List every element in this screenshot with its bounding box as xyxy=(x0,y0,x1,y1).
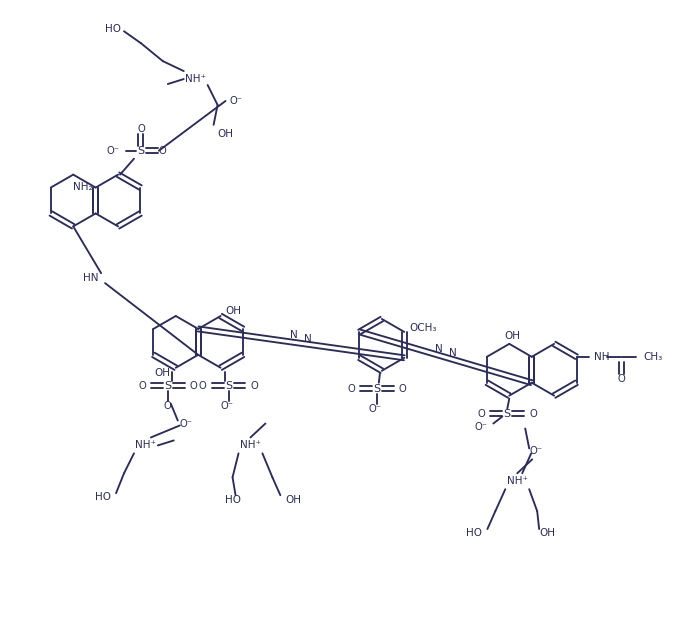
Text: HO: HO xyxy=(466,528,482,538)
Text: NH⁺: NH⁺ xyxy=(240,440,261,450)
Text: HO: HO xyxy=(224,495,240,505)
Text: NH₂: NH₂ xyxy=(73,182,93,192)
Text: O: O xyxy=(159,145,167,155)
Text: O⁻: O⁻ xyxy=(368,404,382,414)
Text: O⁻: O⁻ xyxy=(220,401,233,411)
Text: OH: OH xyxy=(285,495,301,505)
Text: N: N xyxy=(290,330,298,340)
Text: O: O xyxy=(199,381,207,391)
Text: NH: NH xyxy=(594,352,610,362)
Text: HO: HO xyxy=(95,492,111,502)
Text: O: O xyxy=(137,124,145,134)
Text: S: S xyxy=(504,409,511,419)
Text: O: O xyxy=(617,374,625,384)
Text: O: O xyxy=(399,384,407,394)
Text: O⁻: O⁻ xyxy=(229,96,243,106)
Text: CH₃: CH₃ xyxy=(643,352,663,362)
Text: NH⁺: NH⁺ xyxy=(507,477,528,487)
Text: HN: HN xyxy=(82,273,98,283)
Text: OH: OH xyxy=(504,331,520,341)
Text: S: S xyxy=(373,384,380,394)
Text: N: N xyxy=(435,344,442,354)
Text: O: O xyxy=(347,384,355,394)
Text: NH⁺: NH⁺ xyxy=(136,440,157,450)
Text: OCH₃: OCH₃ xyxy=(409,323,437,333)
Text: O: O xyxy=(138,381,146,391)
Text: O⁻: O⁻ xyxy=(475,423,487,433)
Text: OH: OH xyxy=(539,528,555,538)
Text: O: O xyxy=(189,381,197,391)
Text: OH: OH xyxy=(226,306,242,316)
Text: S: S xyxy=(225,381,232,391)
Text: NH⁺: NH⁺ xyxy=(185,74,206,84)
Text: O: O xyxy=(529,409,537,419)
Text: OH: OH xyxy=(154,368,171,377)
Text: O: O xyxy=(477,409,485,419)
Text: OH: OH xyxy=(217,129,233,139)
Text: HO: HO xyxy=(105,24,121,34)
Text: S: S xyxy=(138,145,145,155)
Text: S: S xyxy=(164,381,171,391)
Text: N: N xyxy=(304,334,312,344)
Text: O⁻: O⁻ xyxy=(529,446,542,456)
Text: O⁻: O⁻ xyxy=(180,418,193,428)
Text: O: O xyxy=(250,381,258,391)
Text: N: N xyxy=(449,349,456,358)
Text: O⁻: O⁻ xyxy=(106,145,119,155)
Text: O: O xyxy=(164,401,172,411)
